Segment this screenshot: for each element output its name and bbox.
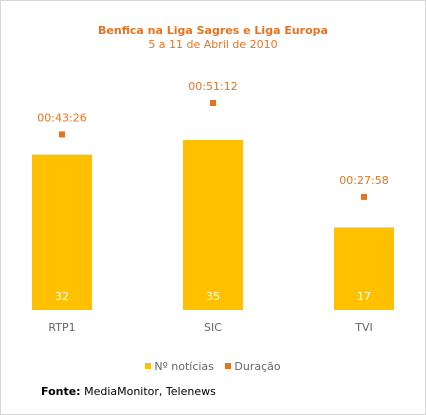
chart-subtitle: 5 a 11 de Abril de 2010 [148,38,278,51]
source-label: Fonte: [41,385,81,398]
duration-marker-tvi [361,193,367,200]
legend-item-duracao: Duração [225,360,281,373]
legend-label-noticias: Nº notícias [154,360,214,373]
bar-tvi [334,227,394,310]
chart-legend: Nº notícias Duração [0,360,426,373]
legend-label-duracao: Duração [234,360,281,373]
duration-marker-rtp1 [59,131,65,138]
duration-label-tvi: 00:27:58 [339,174,388,187]
bar-value-label-sic: 35 [206,290,220,303]
chart-title: Benfica na Liga Sagres e Liga Europa [98,24,328,37]
bar-sic [183,140,243,310]
legend-swatch-duracao [225,363,232,369]
duration-label-rtp1: 00:43:26 [37,111,86,124]
duration-marker-sic [210,100,216,106]
bar-value-label-rtp1: 32 [55,290,69,303]
x-tick-label-tvi: TVI [354,321,373,334]
source-note: Fonte: MediaMonitor, Telenews [41,385,216,398]
bar-value-label-tvi: 17 [357,290,371,303]
x-tick-label-rtp1: RTP1 [48,321,75,334]
legend-swatch-noticias [145,363,152,369]
source-text: MediaMonitor, Telenews [80,385,216,398]
x-tick-label-sic: SIC [204,321,222,334]
bar-rtp1 [32,154,92,310]
legend-item-noticias: Nº notícias [145,360,214,373]
duration-label-sic: 00:51:12 [188,80,237,93]
